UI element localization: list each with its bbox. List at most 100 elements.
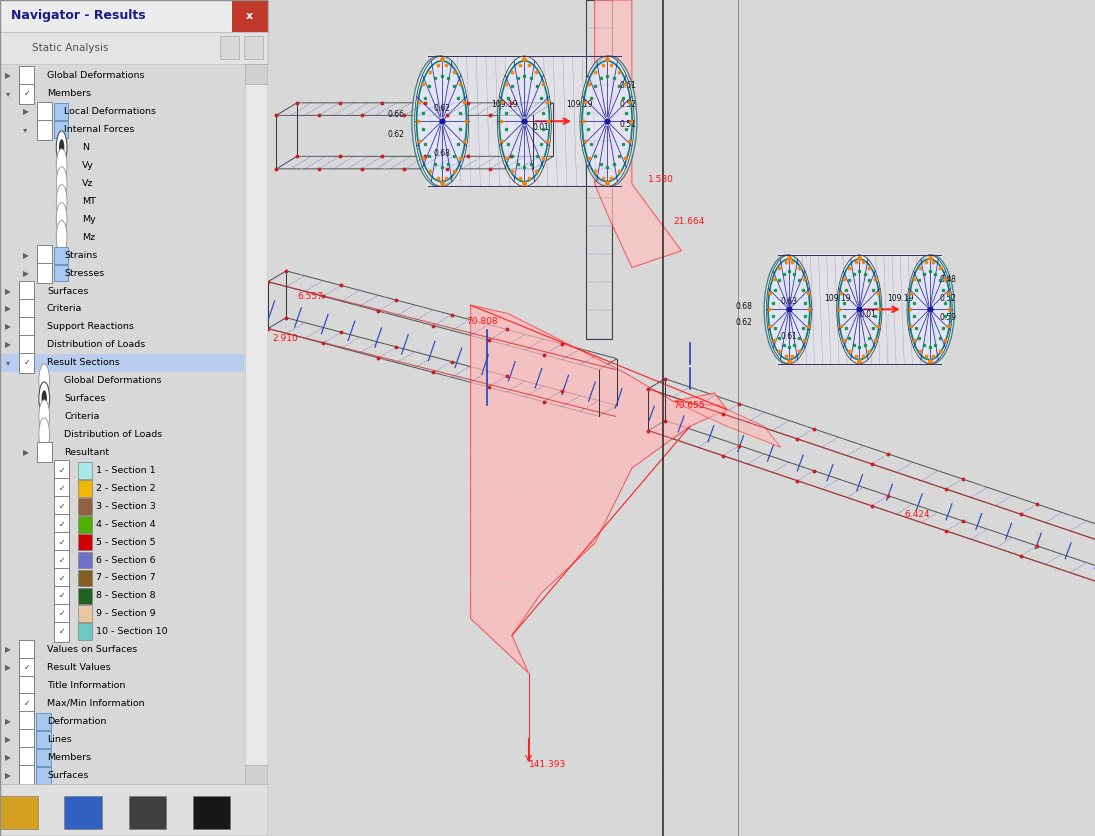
Text: ✓: ✓ — [58, 538, 65, 547]
Bar — [20, 334, 34, 354]
Bar — [78, 498, 92, 515]
Text: Internal Forces: Internal Forces — [65, 125, 135, 134]
Circle shape — [56, 166, 67, 200]
Text: 109.19: 109.19 — [825, 294, 851, 303]
Text: ✓: ✓ — [24, 663, 30, 672]
Bar — [55, 622, 69, 642]
Bar — [245, 64, 268, 84]
Text: Strains: Strains — [65, 251, 97, 260]
Ellipse shape — [580, 56, 634, 186]
Polygon shape — [673, 401, 781, 447]
Bar — [55, 586, 69, 606]
Ellipse shape — [415, 56, 469, 186]
Bar — [244, 36, 263, 59]
Text: 0.61: 0.61 — [620, 81, 636, 89]
Text: 7 - Section 7: 7 - Section 7 — [96, 573, 157, 583]
Bar — [54, 104, 68, 120]
Polygon shape — [595, 0, 681, 268]
Bar — [0, 0, 268, 32]
Bar — [37, 102, 51, 122]
Text: 109.19: 109.19 — [887, 294, 914, 303]
Text: 6.557: 6.557 — [297, 293, 323, 301]
Circle shape — [56, 149, 67, 182]
Ellipse shape — [583, 56, 637, 186]
Text: 109.19: 109.19 — [492, 100, 518, 110]
Text: 109.19: 109.19 — [566, 100, 592, 110]
Text: ✓: ✓ — [24, 699, 30, 708]
Text: ✓: ✓ — [58, 573, 65, 583]
Text: 0.68: 0.68 — [735, 302, 752, 311]
Text: Criteria: Criteria — [65, 412, 100, 421]
Text: ▾: ▾ — [23, 125, 27, 134]
Bar — [78, 533, 92, 550]
Text: 70.808: 70.808 — [466, 318, 498, 326]
Bar — [55, 461, 69, 481]
Ellipse shape — [764, 255, 809, 364]
Bar — [20, 675, 34, 696]
Text: ▶: ▶ — [23, 268, 28, 278]
Text: Global Deformations: Global Deformations — [65, 376, 162, 385]
Bar — [55, 550, 69, 570]
Text: ▶: ▶ — [23, 107, 28, 116]
Text: Result Values: Result Values — [47, 663, 111, 672]
Text: N: N — [82, 143, 89, 152]
Text: Support Reactions: Support Reactions — [47, 323, 134, 331]
Text: Global Deformations: Global Deformations — [47, 71, 145, 80]
Circle shape — [56, 131, 67, 165]
Text: 1.580: 1.580 — [648, 176, 675, 184]
Bar — [0, 784, 268, 836]
Bar — [36, 749, 51, 766]
Bar — [20, 281, 34, 301]
Text: 0.01: 0.01 — [860, 310, 876, 319]
Text: Result Sections: Result Sections — [47, 359, 119, 367]
Bar — [37, 120, 51, 140]
Bar — [55, 532, 69, 552]
Text: 3 - Section 3: 3 - Section 3 — [96, 502, 157, 511]
Circle shape — [56, 221, 67, 254]
FancyBboxPatch shape — [776, 253, 943, 365]
Text: ▶: ▶ — [5, 71, 11, 80]
Bar — [36, 767, 51, 783]
Text: ▶: ▶ — [5, 287, 11, 296]
Text: ▶: ▶ — [5, 771, 11, 780]
Circle shape — [38, 418, 49, 451]
Bar — [55, 497, 69, 517]
Text: Surfaces: Surfaces — [65, 394, 106, 403]
Bar — [78, 588, 92, 604]
Ellipse shape — [412, 56, 466, 186]
Bar — [20, 640, 34, 660]
Text: ✓: ✓ — [58, 502, 65, 511]
Text: Static Analysis: Static Analysis — [32, 43, 108, 53]
Text: 9 - Section 9: 9 - Section 9 — [96, 609, 157, 619]
Text: Criteria: Criteria — [47, 304, 82, 314]
Bar — [78, 569, 92, 586]
Text: Distribution of Loads: Distribution of Loads — [65, 430, 162, 439]
Text: ▶: ▶ — [5, 752, 11, 762]
Text: ▶: ▶ — [23, 251, 28, 260]
Polygon shape — [471, 305, 727, 673]
Text: 0.61: 0.61 — [781, 332, 797, 341]
Text: 0.52: 0.52 — [620, 100, 636, 110]
Text: Surfaces: Surfaces — [47, 771, 89, 780]
Bar — [37, 245, 51, 265]
Text: Navigator - Results: Navigator - Results — [11, 9, 146, 23]
Text: 0.63: 0.63 — [781, 297, 798, 306]
Text: ▾: ▾ — [5, 89, 10, 99]
Bar — [0, 796, 37, 829]
Text: 2.910: 2.910 — [273, 334, 298, 343]
Text: 0.68: 0.68 — [434, 150, 450, 158]
Bar — [20, 658, 34, 678]
Text: Local Deformations: Local Deformations — [65, 107, 157, 116]
Text: ▶: ▶ — [5, 717, 11, 726]
Text: ▶: ▶ — [5, 323, 11, 331]
Text: ✓: ✓ — [58, 484, 65, 492]
Bar — [20, 747, 34, 767]
Text: Members: Members — [47, 752, 91, 762]
Text: ✓: ✓ — [58, 555, 65, 564]
Bar — [65, 796, 102, 829]
Text: 70.655: 70.655 — [673, 401, 705, 410]
Bar — [20, 711, 34, 732]
Bar — [78, 624, 92, 640]
Text: 0.51: 0.51 — [620, 120, 636, 129]
Bar — [37, 263, 51, 283]
